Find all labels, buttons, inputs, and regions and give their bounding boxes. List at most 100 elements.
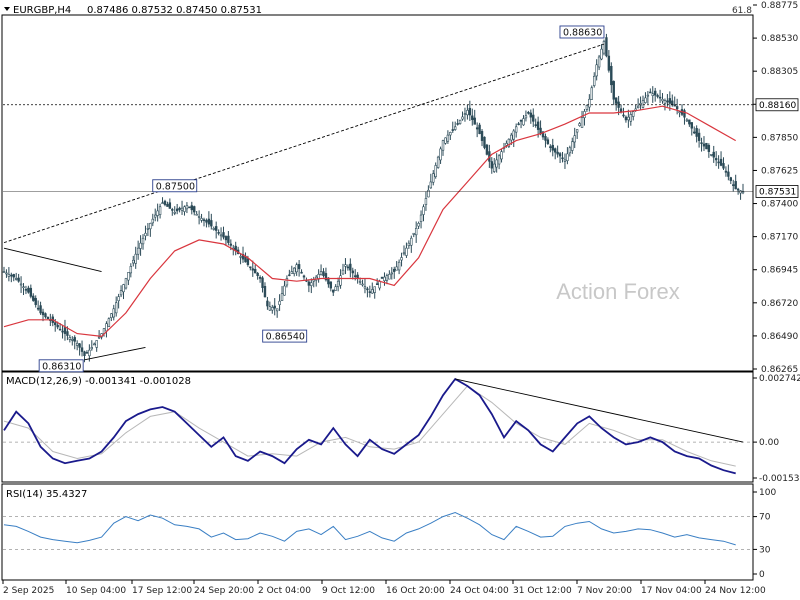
candle-body bbox=[146, 227, 150, 230]
candle-body bbox=[439, 148, 442, 161]
candle-body bbox=[568, 147, 572, 154]
candle-body bbox=[366, 288, 369, 291]
trendline bbox=[3, 43, 605, 244]
candle-body bbox=[461, 116, 464, 120]
candle-body bbox=[78, 343, 81, 348]
dropdown-arrow-icon[interactable] bbox=[4, 7, 10, 11]
candle-body bbox=[275, 308, 279, 312]
candle-body bbox=[395, 266, 398, 271]
candle-body bbox=[678, 111, 681, 113]
candle-body bbox=[154, 214, 157, 218]
candle-body bbox=[285, 278, 289, 286]
candle-body bbox=[649, 91, 652, 94]
candle-body bbox=[139, 242, 142, 249]
candle-body bbox=[193, 206, 196, 213]
candle-body bbox=[483, 136, 486, 148]
candle-body bbox=[288, 274, 291, 277]
candle-body bbox=[705, 142, 708, 150]
candle-body bbox=[393, 268, 396, 272]
candle-body bbox=[629, 114, 633, 122]
candle-body bbox=[88, 349, 91, 357]
x-tick-label: 24 Nov 12:00 bbox=[705, 586, 766, 596]
candle-body bbox=[614, 97, 618, 104]
candle-body bbox=[58, 328, 62, 331]
candle-body bbox=[561, 157, 564, 160]
candle-body bbox=[468, 107, 472, 116]
candle-body bbox=[310, 282, 313, 286]
candle-body bbox=[36, 307, 40, 310]
candle-body bbox=[229, 243, 233, 246]
candle-body bbox=[39, 305, 42, 314]
candle-body bbox=[563, 159, 567, 162]
candle-body bbox=[666, 100, 669, 103]
candle-body bbox=[46, 316, 50, 320]
candle-body bbox=[12, 274, 15, 278]
candle-body bbox=[2, 271, 6, 273]
candle-body bbox=[300, 271, 303, 274]
price-tick-label: 0.88305 bbox=[761, 67, 798, 77]
candle-body bbox=[363, 286, 367, 289]
candle-body bbox=[332, 289, 335, 293]
candle-body bbox=[571, 141, 574, 151]
x-tick-label: 31 Oct 12:00 bbox=[513, 586, 572, 596]
candle-body bbox=[424, 198, 428, 206]
rsi-panel bbox=[1, 483, 754, 581]
candle-body bbox=[266, 300, 269, 307]
price-tick-label: 0.86265 bbox=[761, 365, 798, 375]
price-tick-label: 0.86720 bbox=[761, 299, 798, 309]
candle-body bbox=[32, 295, 35, 301]
candle-body bbox=[75, 342, 79, 346]
candle-body bbox=[22, 286, 25, 289]
candle-body bbox=[61, 330, 64, 333]
candle-body bbox=[732, 184, 735, 186]
candle-body bbox=[719, 158, 723, 166]
candle-body bbox=[224, 236, 228, 241]
candle-body bbox=[168, 202, 172, 209]
candle-body bbox=[600, 48, 603, 60]
candle-body bbox=[734, 181, 737, 190]
candle-body bbox=[471, 115, 474, 120]
candle-body bbox=[73, 337, 76, 342]
price-annotation-label: 0.88630 bbox=[563, 27, 602, 38]
candle-body bbox=[661, 98, 664, 102]
price-annotation-label: 0.86310 bbox=[42, 361, 81, 372]
candle-body bbox=[324, 273, 328, 281]
candle-body bbox=[429, 181, 433, 189]
candle-body bbox=[412, 232, 415, 235]
candle-body bbox=[475, 127, 479, 130]
price-tick-label: 0.87400 bbox=[761, 200, 798, 210]
candle-body bbox=[551, 144, 554, 151]
candle-body bbox=[132, 259, 135, 264]
candle-body bbox=[273, 305, 276, 309]
candle-body bbox=[522, 118, 525, 126]
candle-body bbox=[683, 110, 686, 118]
macd-label: MACD(12,26,9) -0.001341 -0.001028 bbox=[6, 376, 191, 387]
candle-body bbox=[400, 257, 403, 261]
candle-body bbox=[205, 220, 208, 223]
candle-body bbox=[302, 275, 306, 278]
x-tick-label: 17 Sep 12:00 bbox=[132, 586, 192, 596]
candle-body bbox=[19, 283, 23, 286]
candle-body bbox=[117, 296, 120, 302]
candle-body bbox=[375, 283, 379, 285]
candle-body bbox=[675, 106, 679, 110]
candle-body bbox=[602, 41, 606, 54]
candle-body bbox=[358, 280, 362, 283]
candle-body bbox=[451, 129, 454, 131]
candle-body bbox=[200, 218, 203, 221]
candle-body bbox=[554, 148, 557, 153]
candle-body bbox=[112, 308, 115, 318]
candle-body bbox=[397, 261, 401, 271]
candle-body bbox=[261, 277, 264, 288]
candle-body bbox=[512, 130, 515, 140]
candle-body bbox=[339, 275, 342, 286]
macd-trendline bbox=[455, 378, 744, 443]
rsi-label: RSI(14) 35.4327 bbox=[6, 489, 87, 500]
candle-body bbox=[251, 268, 254, 271]
candle-body bbox=[454, 126, 457, 130]
candle-body bbox=[717, 161, 720, 164]
candle-body bbox=[636, 105, 640, 109]
candle-body bbox=[151, 218, 154, 224]
candle-body bbox=[190, 205, 193, 211]
candle-body bbox=[663, 100, 667, 104]
